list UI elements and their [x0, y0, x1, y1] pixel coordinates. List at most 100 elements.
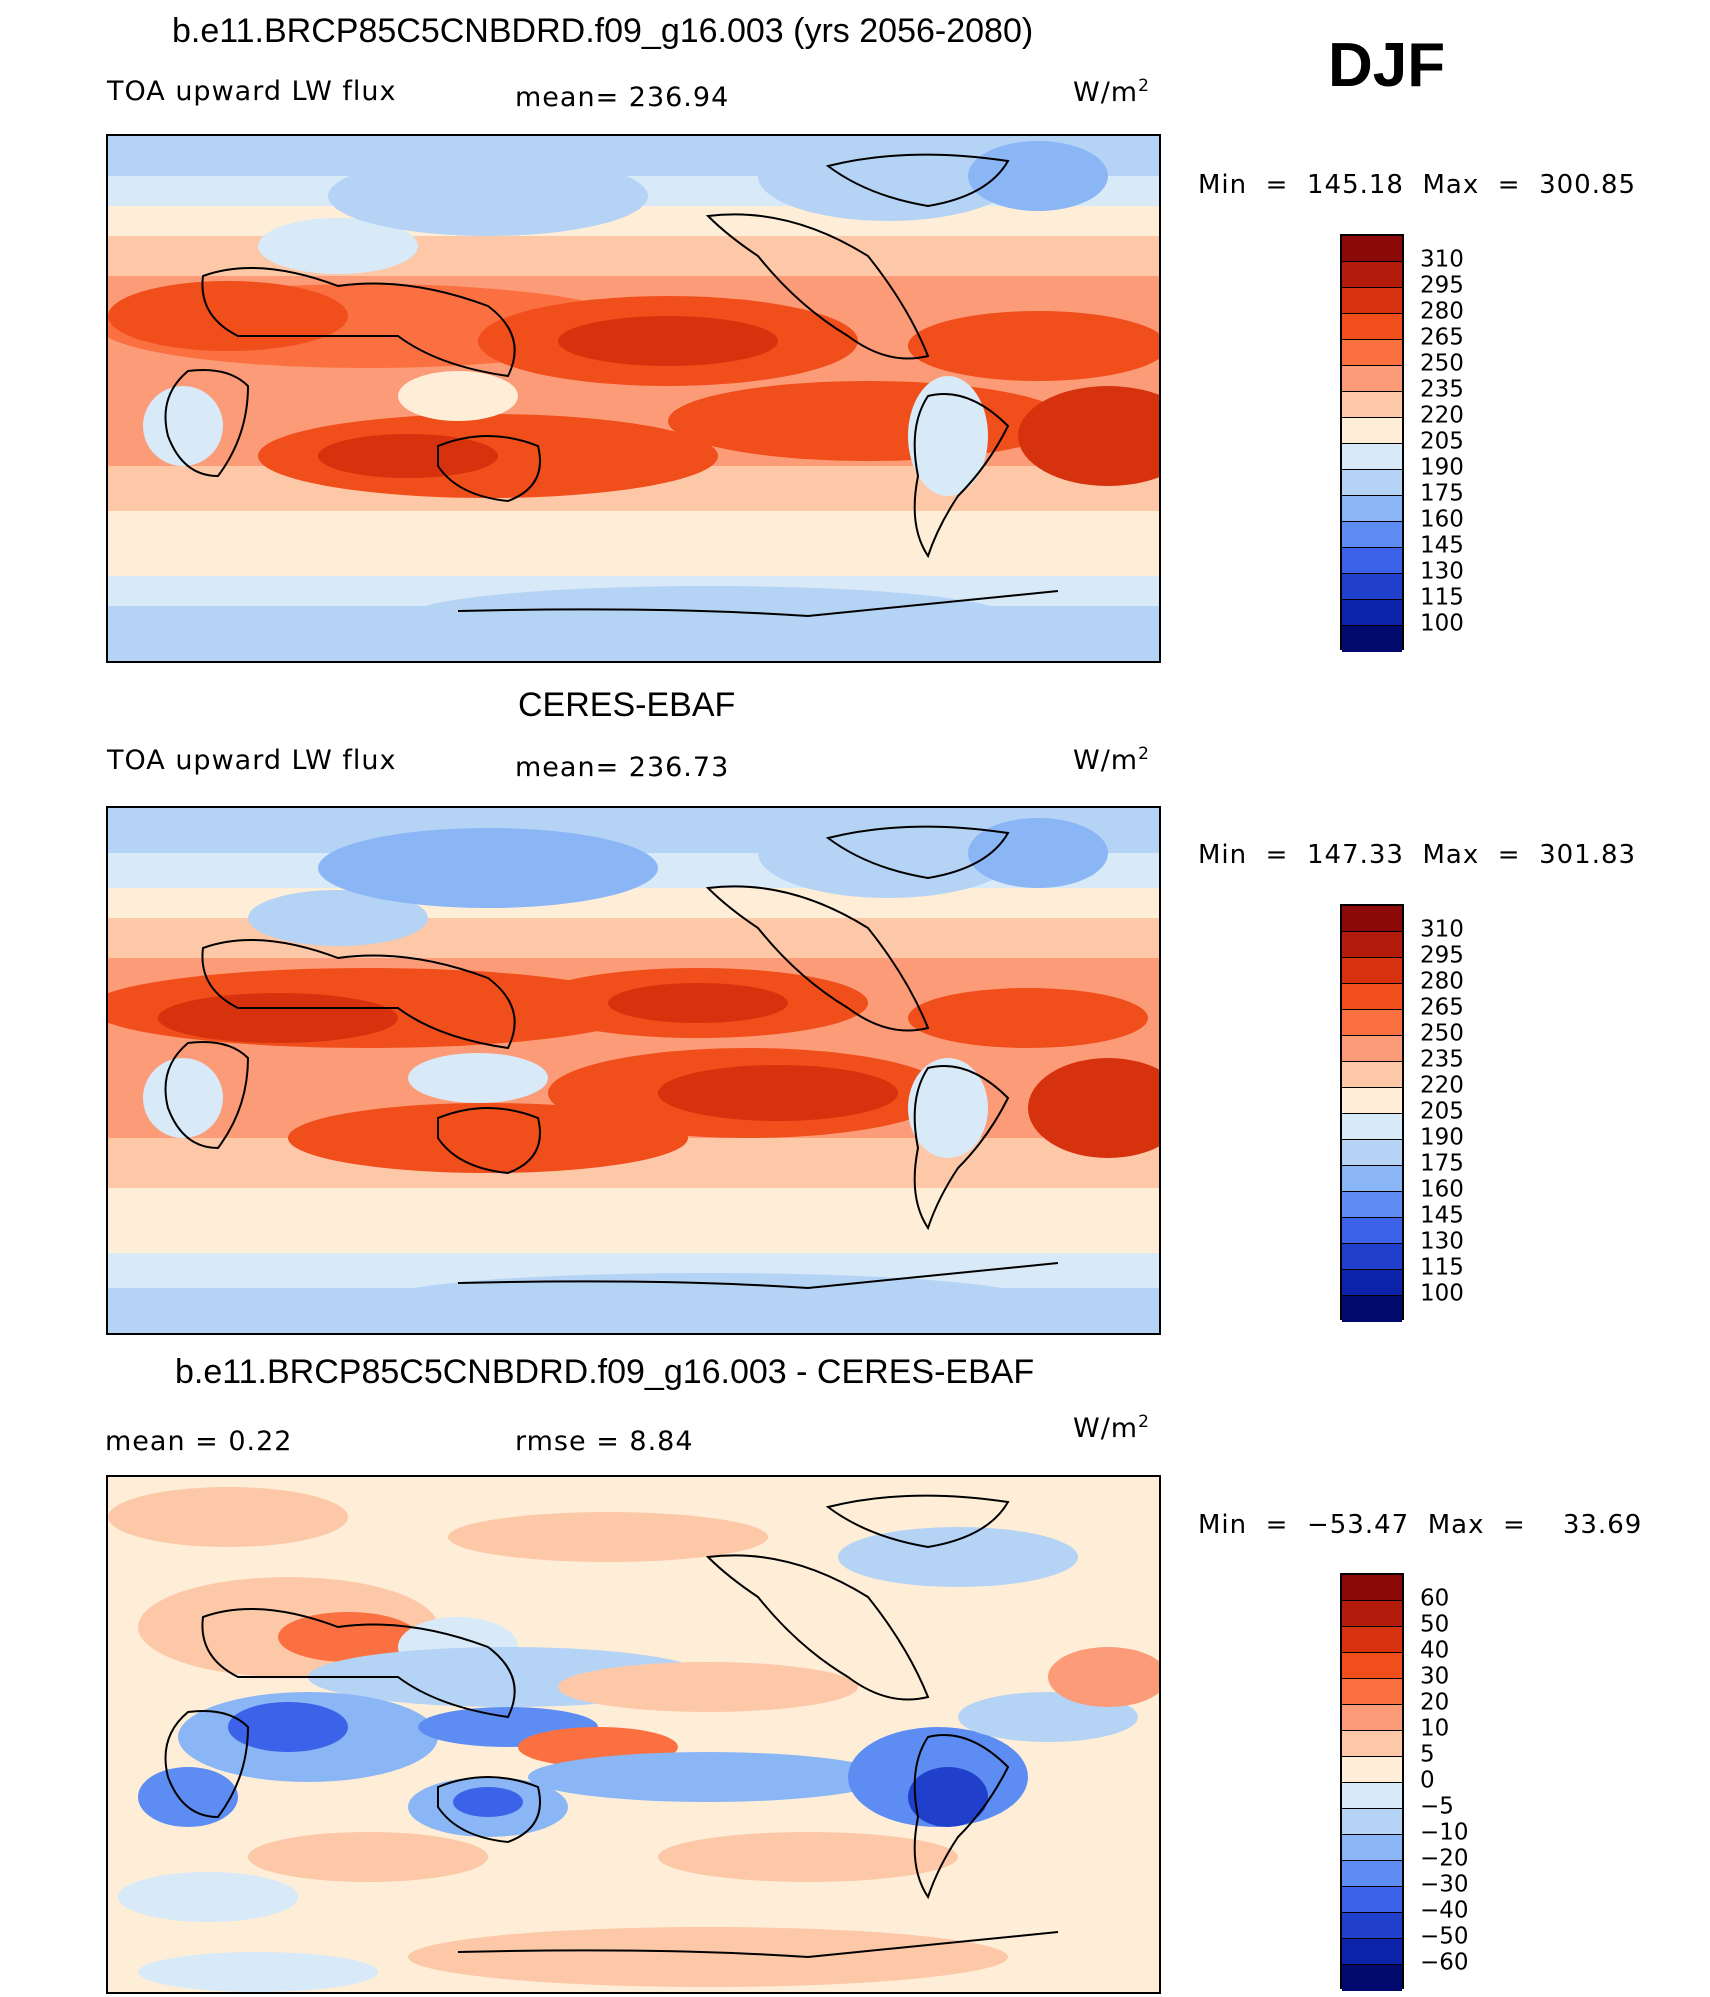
colorbar-tick-label: 160 — [1420, 506, 1464, 533]
panel2-colorbar-swatch — [1342, 1166, 1402, 1192]
colorbar-tick-label: 265 — [1420, 324, 1464, 351]
panel2-colorbar-swatch — [1342, 1140, 1402, 1166]
panel3-colorbar-swatch — [1342, 1601, 1402, 1627]
panel1-colorbar-swatch — [1342, 470, 1402, 496]
colorbar-tick-label: 115 — [1420, 584, 1464, 611]
panel3-colorbar-swatch — [1342, 1653, 1402, 1679]
panel3-title: b.e11.BRCP85C5CNBDRD.f09_g16.003 - CERES… — [175, 1353, 1035, 1391]
colorbar-tick-label: 205 — [1420, 428, 1464, 455]
panel2-minmax: Min = 147.33 Max = 301.83 — [1198, 840, 1637, 870]
panel3-colorbar-swatch — [1342, 1731, 1402, 1757]
colorbar-tick-label: 250 — [1420, 1020, 1464, 1047]
panel2-colorbar-swatch — [1342, 1010, 1402, 1036]
colorbar-tick-label: 220 — [1420, 402, 1464, 429]
panel3-colorbar-swatch — [1342, 1809, 1402, 1835]
panel3-colorbar-swatch — [1342, 1679, 1402, 1705]
panel2-colorbar-swatch — [1342, 1192, 1402, 1218]
panel1-colorbar-swatch — [1342, 548, 1402, 574]
colorbar-tick-label: 100 — [1420, 610, 1464, 637]
panel3-mean-label: mean = 0.22 — [105, 1426, 293, 1457]
colorbar-tick-label: 310 — [1420, 916, 1464, 943]
panel1-colorbar-swatch — [1342, 600, 1402, 626]
panel1-colorbar-swatch — [1342, 418, 1402, 444]
panel3-colorbar-swatch — [1342, 1965, 1402, 1991]
panel3-colorbar-swatch — [1342, 1783, 1402, 1809]
colorbar-tick-label: 190 — [1420, 454, 1464, 481]
panel1-colorbar-swatch — [1342, 496, 1402, 522]
panel1-mean-label: mean= 236.94 — [515, 82, 730, 113]
panel1-colorbar-swatch — [1342, 522, 1402, 548]
panel3-colorbar — [1340, 1573, 1404, 1991]
panel2-colorbar-swatch — [1342, 958, 1402, 984]
panel2-colorbar — [1340, 904, 1404, 1322]
colorbar-tick-label: 5 — [1420, 1741, 1435, 1768]
panel3-colorbar-swatch — [1342, 1705, 1402, 1731]
colorbar-tick-label: 30 — [1420, 1663, 1450, 1690]
colorbar-tick-label: 190 — [1420, 1124, 1464, 1151]
panel3-colorbar-swatch — [1342, 1757, 1402, 1783]
colorbar-tick-label: 220 — [1420, 1072, 1464, 1099]
colorbar-tick-label: 175 — [1420, 480, 1464, 507]
panel3-minmax: Min = −53.47 Max = 33.69 — [1198, 1510, 1643, 1540]
panel2-colorbar-swatch — [1342, 1036, 1402, 1062]
panel1-colorbar-swatch — [1342, 314, 1402, 340]
panel1-colorbar-swatch — [1342, 444, 1402, 470]
colorbar-tick-label: −60 — [1420, 1949, 1469, 1976]
panel1-colorbar-swatch — [1342, 626, 1402, 652]
panel1-title: b.e11.BRCP85C5CNBDRD.f09_g16.003 (yrs 20… — [172, 12, 1034, 50]
colorbar-tick-label: −10 — [1420, 1819, 1469, 1846]
colorbar-tick-label: 10 — [1420, 1715, 1450, 1742]
colorbar-tick-label: 115 — [1420, 1254, 1464, 1281]
panel2-colorbar-swatch — [1342, 1270, 1402, 1296]
colorbar-tick-label: 145 — [1420, 1202, 1464, 1229]
colorbar-tick-label: 130 — [1420, 558, 1464, 585]
panel2-colorbar-swatch — [1342, 1088, 1402, 1114]
panel1-colorbar-swatch — [1342, 392, 1402, 418]
colorbar-tick-label: 175 — [1420, 1150, 1464, 1177]
panel1-colorbar-swatch — [1342, 262, 1402, 288]
panel1-units: W/m2 — [1073, 76, 1150, 108]
panel2-colorbar-swatch — [1342, 932, 1402, 958]
panel2-colorbar-swatch — [1342, 1114, 1402, 1140]
panel1-colorbar-swatch — [1342, 288, 1402, 314]
colorbar-tick-label: 280 — [1420, 968, 1464, 995]
colorbar-tick-label: 295 — [1420, 942, 1464, 969]
panel1-colorbar-swatch — [1342, 236, 1402, 262]
panel1-variable-label: TOA upward LW flux — [107, 76, 397, 107]
panel3-colorbar-swatch — [1342, 1939, 1402, 1965]
colorbar-tick-label: 280 — [1420, 298, 1464, 325]
colorbar-tick-label: 265 — [1420, 994, 1464, 1021]
panel3-colorbar-swatch — [1342, 1575, 1402, 1601]
panel1-minmax: Min = 145.18 Max = 300.85 — [1198, 170, 1637, 200]
panel2-title: CERES-EBAF — [518, 686, 736, 724]
panel1-colorbar-swatch — [1342, 340, 1402, 366]
colorbar-tick-label: 295 — [1420, 272, 1464, 299]
panel2-colorbar-swatch — [1342, 984, 1402, 1010]
panel1-map — [106, 134, 1161, 663]
colorbar-tick-label: 50 — [1420, 1611, 1450, 1638]
panel1-colorbar — [1340, 234, 1404, 652]
colorbar-tick-label: 310 — [1420, 246, 1464, 273]
colorbar-tick-label: −40 — [1420, 1897, 1469, 1924]
panel3-units: W/m2 — [1073, 1412, 1150, 1444]
panel2-variable-label: TOA upward LW flux — [107, 745, 397, 776]
panel1-colorbar-swatch — [1342, 574, 1402, 600]
panel3-rmse-label: rmse = 8.84 — [515, 1426, 694, 1457]
panel2-colorbar-swatch — [1342, 1062, 1402, 1088]
colorbar-tick-label: −50 — [1420, 1923, 1469, 1950]
colorbar-tick-label: 145 — [1420, 532, 1464, 559]
colorbar-tick-label: −30 — [1420, 1871, 1469, 1898]
colorbar-tick-label: 205 — [1420, 1098, 1464, 1125]
colorbar-tick-label: 160 — [1420, 1176, 1464, 1203]
colorbar-tick-label: 235 — [1420, 376, 1464, 403]
panel3-colorbar-swatch — [1342, 1887, 1402, 1913]
panel2-mean-label: mean= 236.73 — [515, 752, 730, 783]
colorbar-tick-label: 130 — [1420, 1228, 1464, 1255]
colorbar-tick-label: −5 — [1420, 1793, 1454, 1820]
panel3-colorbar-swatch — [1342, 1861, 1402, 1887]
panel3-colorbar-swatch — [1342, 1627, 1402, 1653]
colorbar-tick-label: 40 — [1420, 1637, 1450, 1664]
panel3-map — [106, 1475, 1161, 1994]
panel2-units: W/m2 — [1073, 744, 1150, 776]
panel1-colorbar-swatch — [1342, 366, 1402, 392]
